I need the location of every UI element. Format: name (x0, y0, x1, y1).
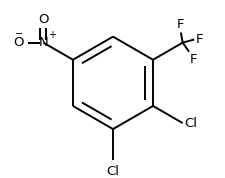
Text: O: O (38, 13, 48, 26)
Text: −: − (15, 29, 23, 39)
Text: F: F (195, 33, 202, 46)
Text: Cl: Cl (106, 165, 119, 178)
Text: Cl: Cl (183, 117, 196, 130)
Text: O: O (13, 36, 23, 49)
Text: +: + (47, 30, 55, 40)
Text: F: F (189, 53, 197, 66)
Text: F: F (176, 18, 184, 31)
Text: N: N (38, 36, 48, 49)
